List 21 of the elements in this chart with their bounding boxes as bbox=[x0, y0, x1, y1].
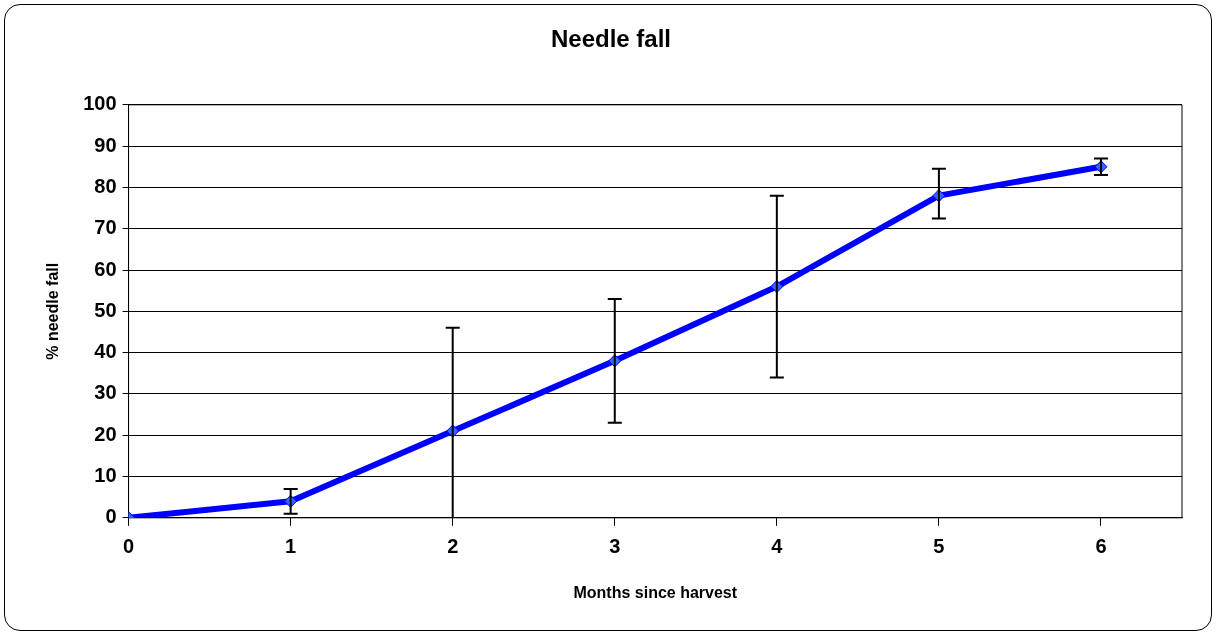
y-axis-title: % needle fall bbox=[44, 262, 62, 360]
y-tick-label: 0 bbox=[105, 505, 117, 528]
y-tick-label: 60 bbox=[94, 257, 117, 280]
y-tick-label: 90 bbox=[94, 133, 117, 156]
y-tick-label: 40 bbox=[94, 340, 117, 363]
x-tick-label: 4 bbox=[771, 535, 784, 558]
y-tick-label: 10 bbox=[94, 464, 117, 487]
y-tick-label: 70 bbox=[94, 216, 117, 239]
y-tick-label: 80 bbox=[94, 174, 117, 197]
x-tick-label: 2 bbox=[447, 535, 459, 558]
x-tick-label: 5 bbox=[933, 535, 945, 558]
x-tick-label: 1 bbox=[285, 535, 297, 558]
y-tick-label: 20 bbox=[94, 422, 117, 445]
x-tick-label: 6 bbox=[1095, 535, 1107, 558]
y-tick-label: 100 bbox=[83, 92, 117, 115]
y-tick-label: 30 bbox=[94, 381, 117, 404]
y-tick-label: 50 bbox=[94, 298, 117, 321]
x-tick-label: 0 bbox=[123, 535, 135, 558]
x-tick-label: 3 bbox=[609, 535, 621, 558]
chart-title: Needle fall bbox=[550, 25, 672, 53]
x-axis-title: Months since harvest bbox=[573, 583, 738, 601]
